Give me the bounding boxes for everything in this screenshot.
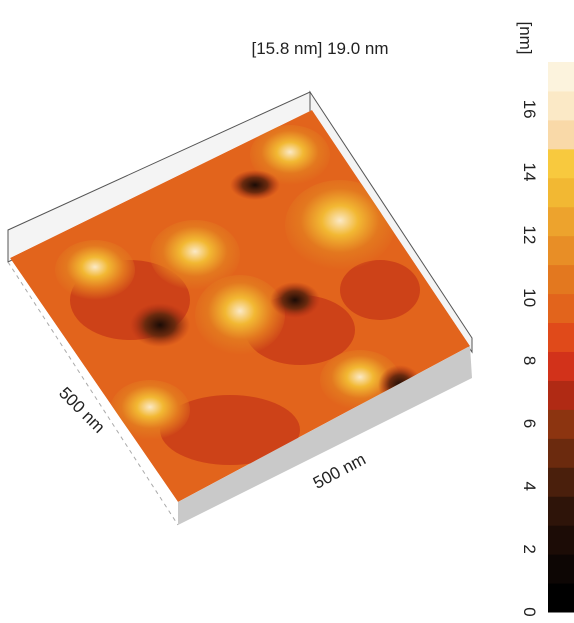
colorbar-tick-label: 0	[520, 607, 539, 616]
colorbar-tick-label: 14	[520, 163, 539, 182]
axis-label: 500 nm	[310, 449, 369, 492]
colorbar-step	[548, 583, 574, 612]
image-title: [15.8 nm] 19.0 nm	[251, 39, 388, 58]
colorbar-step	[548, 525, 574, 554]
colorbar-step	[548, 149, 574, 178]
colorbar-step	[548, 351, 574, 380]
colorbar-step	[548, 323, 574, 352]
colorbar-step	[548, 438, 574, 467]
colorbar-step	[548, 496, 574, 525]
colorbar-step	[548, 380, 574, 409]
afm-figure: [15.8 nm] 19.0 nm 500 nm 500 nm [nm] 0 2 4…	[0, 0, 574, 618]
colorbar-step	[548, 467, 574, 496]
colorbar-step	[548, 236, 574, 265]
colorbar-tick-label: 10	[520, 288, 539, 307]
axis-label: 500 nm	[55, 383, 109, 437]
colorbar-step	[548, 294, 574, 323]
colorbar-step	[548, 91, 574, 120]
colorbar-tick-label: 6	[520, 419, 539, 428]
colorbar-unit: [nm]	[516, 21, 535, 54]
colorbar-step	[548, 178, 574, 207]
colorbar-step	[548, 265, 574, 294]
colorbar-tick-label: 2	[520, 544, 539, 553]
colorbar-tick-label: 4	[520, 482, 539, 491]
surface	[10, 110, 470, 502]
colorbar-tick-label: 12	[520, 225, 539, 244]
colorbar-step	[548, 120, 574, 149]
colorbar-tick-label: 8	[520, 356, 539, 365]
colorbar-step	[548, 207, 574, 236]
colorbar-step	[548, 409, 574, 438]
colorbar-step	[548, 62, 574, 91]
colorbar-step	[548, 554, 574, 583]
colorbar-tick-label: 16	[520, 100, 539, 119]
colorbar: 0 2 4 6 8 10 12 14 16	[520, 62, 574, 617]
